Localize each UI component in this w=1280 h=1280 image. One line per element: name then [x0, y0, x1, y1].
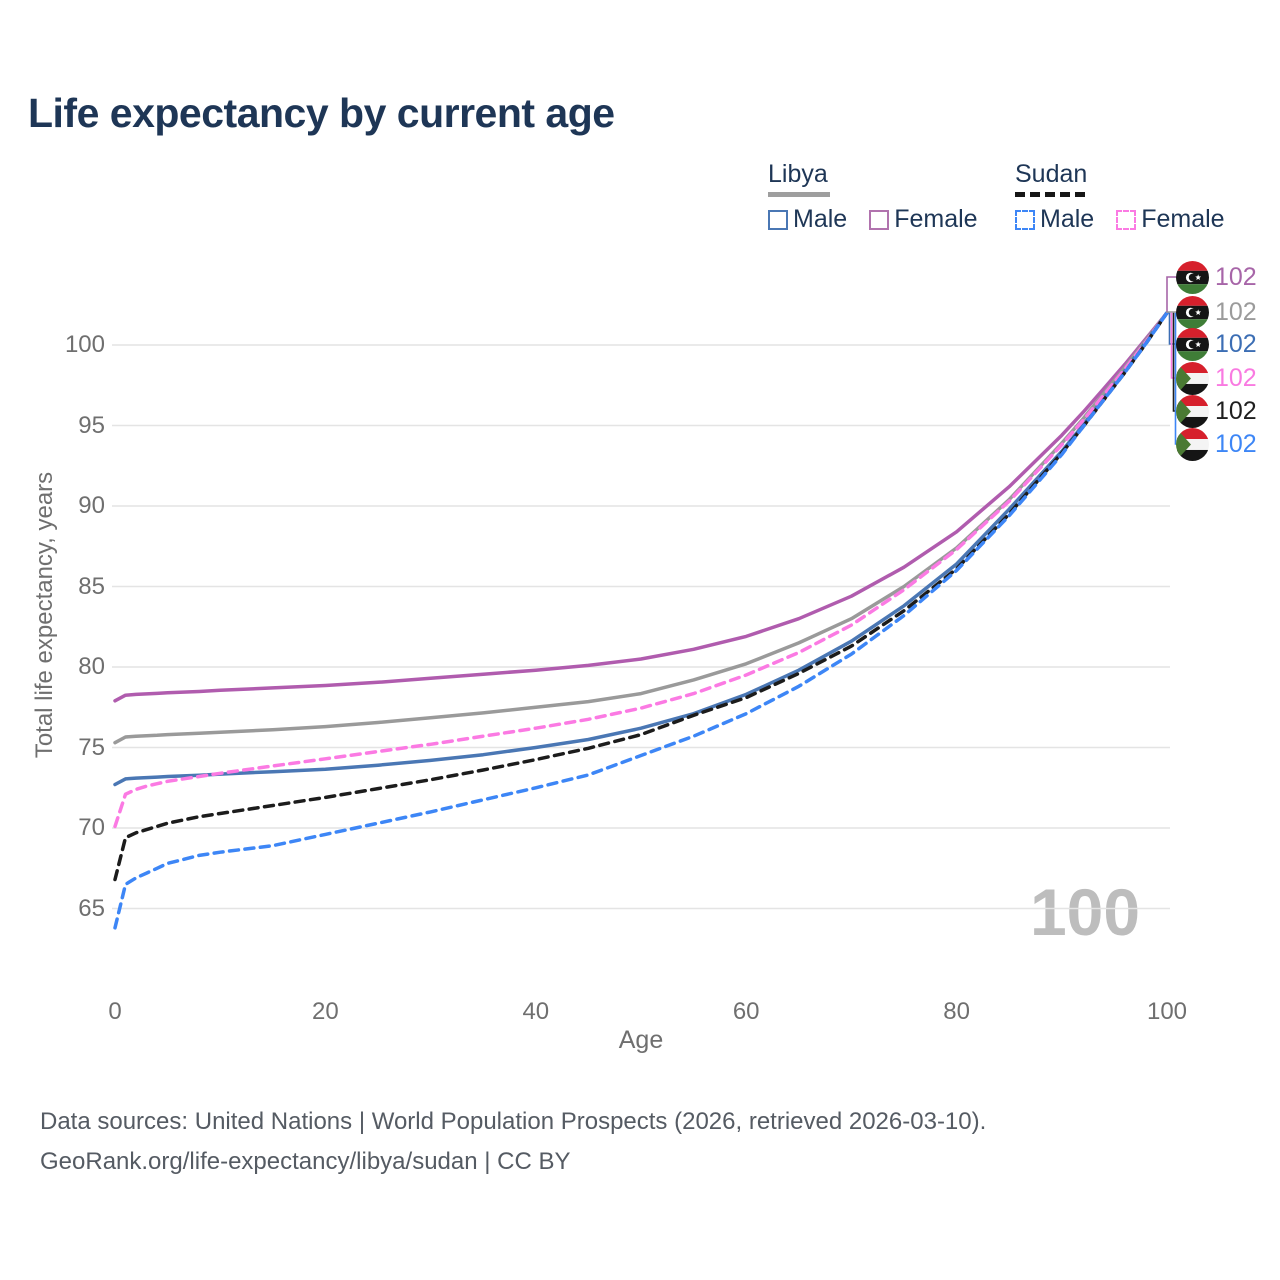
end-label-row: 102 — [1176, 328, 1257, 361]
series-line-sudan-male — [113, 311, 1169, 930]
end-label-value: 102 — [1215, 329, 1257, 358]
legend-item-libya-female[interactable]: Female — [869, 205, 978, 234]
end-label-row: 102 — [1176, 362, 1257, 395]
legend-group-sudan: Sudan Male Female — [1015, 160, 1247, 234]
leader-line — [1170, 312, 1176, 379]
leader-line — [1166, 276, 1176, 313]
footer-attribution: GeoRank.org/life-expectancy/libya/sudan … — [40, 1148, 571, 1175]
end-label-row: 102 — [1176, 261, 1257, 294]
end-label-row: 102 — [1176, 428, 1257, 461]
series-line-libya-both-sexes — [113, 311, 1169, 745]
legend-item-label: Female — [894, 205, 978, 233]
legend-group-libya-label: Libya — [768, 160, 828, 188]
x-tick-label: 20 — [312, 998, 339, 1025]
legend: Libya Male Female Sudan Male Female — [768, 160, 1268, 235]
y-tick-label: 85 — [78, 572, 105, 600]
series-line-libya-female — [113, 311, 1169, 703]
watermark-age-100: 100 — [1029, 875, 1141, 949]
legend-libya-line-sample — [768, 192, 830, 197]
libya-flag-icon — [1176, 296, 1209, 329]
x-axis-title: Age — [618, 1026, 664, 1054]
leader-line — [1166, 311, 1176, 313]
legend-item-sudan-female[interactable]: Female — [1116, 205, 1225, 234]
libya-male-swatch-icon — [768, 209, 788, 230]
end-label-value: 102 — [1215, 396, 1257, 425]
legend-item-label: Male — [793, 205, 848, 233]
libya-female-swatch-icon — [869, 209, 890, 230]
leader-lines — [1166, 276, 1177, 445]
legend-sudan-line-sample — [1015, 192, 1085, 197]
y-tick-label: 100 — [64, 331, 105, 358]
series-line-sudan-female — [113, 311, 1169, 829]
gridlines — [112, 344, 1170, 910]
series-line-libya-male — [113, 311, 1169, 787]
series-line-sudan-both-sexes — [113, 311, 1169, 882]
end-label-value: 102 — [1215, 297, 1257, 326]
legend-item-label: Male — [1040, 205, 1095, 233]
libya-flag-icon — [1176, 328, 1209, 361]
x-tick-label: 80 — [943, 998, 970, 1025]
legend-group-libya: Libya Male Female — [768, 160, 1000, 234]
x-tick-label: 0 — [108, 998, 122, 1025]
end-label-row: 102 — [1176, 296, 1257, 329]
legend-group-sudan-label: Sudan — [1015, 160, 1088, 188]
end-label-value: 102 — [1215, 429, 1257, 458]
leader-line — [1174, 312, 1177, 445]
y-tick-label: 75 — [78, 733, 105, 761]
legend-item-label: Female — [1141, 205, 1225, 233]
end-label-row: 102 — [1176, 395, 1257, 428]
y-tick-label: 70 — [78, 814, 105, 841]
y-tick-label: 95 — [78, 411, 105, 439]
sudan-male-swatch-icon — [1015, 209, 1035, 230]
x-tick-label: 100 — [1146, 998, 1188, 1025]
footer-data-sources: Data sources: United Nations | World Pop… — [40, 1108, 987, 1135]
sudan-flag-icon — [1176, 428, 1209, 461]
sudan-female-swatch-icon — [1116, 209, 1137, 230]
sudan-flag-icon — [1176, 362, 1209, 395]
y-tick-label: 80 — [78, 653, 105, 680]
sudan-flag-icon — [1176, 395, 1209, 428]
y-tick-label: 90 — [78, 492, 105, 519]
page-title: Life expectancy by current age — [28, 90, 615, 136]
end-label-value: 102 — [1215, 363, 1257, 392]
x-tick-label: 40 — [522, 998, 550, 1025]
y-tick-label: 65 — [78, 894, 105, 922]
end-label-value: 102 — [1215, 262, 1257, 291]
series-lines — [113, 311, 1169, 930]
x-tick-label: 60 — [732, 998, 760, 1025]
legend-item-libya-male[interactable]: Male — [768, 205, 847, 234]
libya-flag-icon — [1176, 261, 1209, 294]
legend-item-sudan-male[interactable]: Male — [1015, 205, 1094, 234]
